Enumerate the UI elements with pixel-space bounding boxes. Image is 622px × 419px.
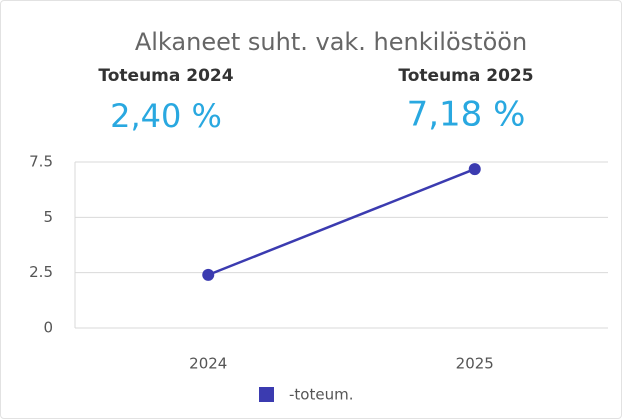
chart-title: Alkaneet suht. vak. henkilöstöön (135, 28, 527, 56)
legend-swatch (259, 387, 274, 402)
y-tick-label: 7.5 (29, 153, 53, 171)
x-tick-label: 2025 (456, 355, 494, 373)
kpi-value: 2,40 % (110, 97, 222, 135)
y-tick-label: 5 (43, 208, 53, 226)
kpi-value: 7,18 % (407, 95, 526, 135)
kpi-label: Toteuma 2024 (98, 66, 233, 86)
legend-label: -toteum. (289, 386, 353, 404)
point (468, 163, 481, 176)
line (207, 167, 476, 277)
point (202, 268, 215, 281)
y-tick-label: 2.5 (29, 263, 53, 281)
x-tick-label: 2024 (189, 355, 227, 373)
kpi-label: Toteuma 2025 (398, 66, 533, 86)
y-tick-label: 0 (43, 319, 53, 337)
